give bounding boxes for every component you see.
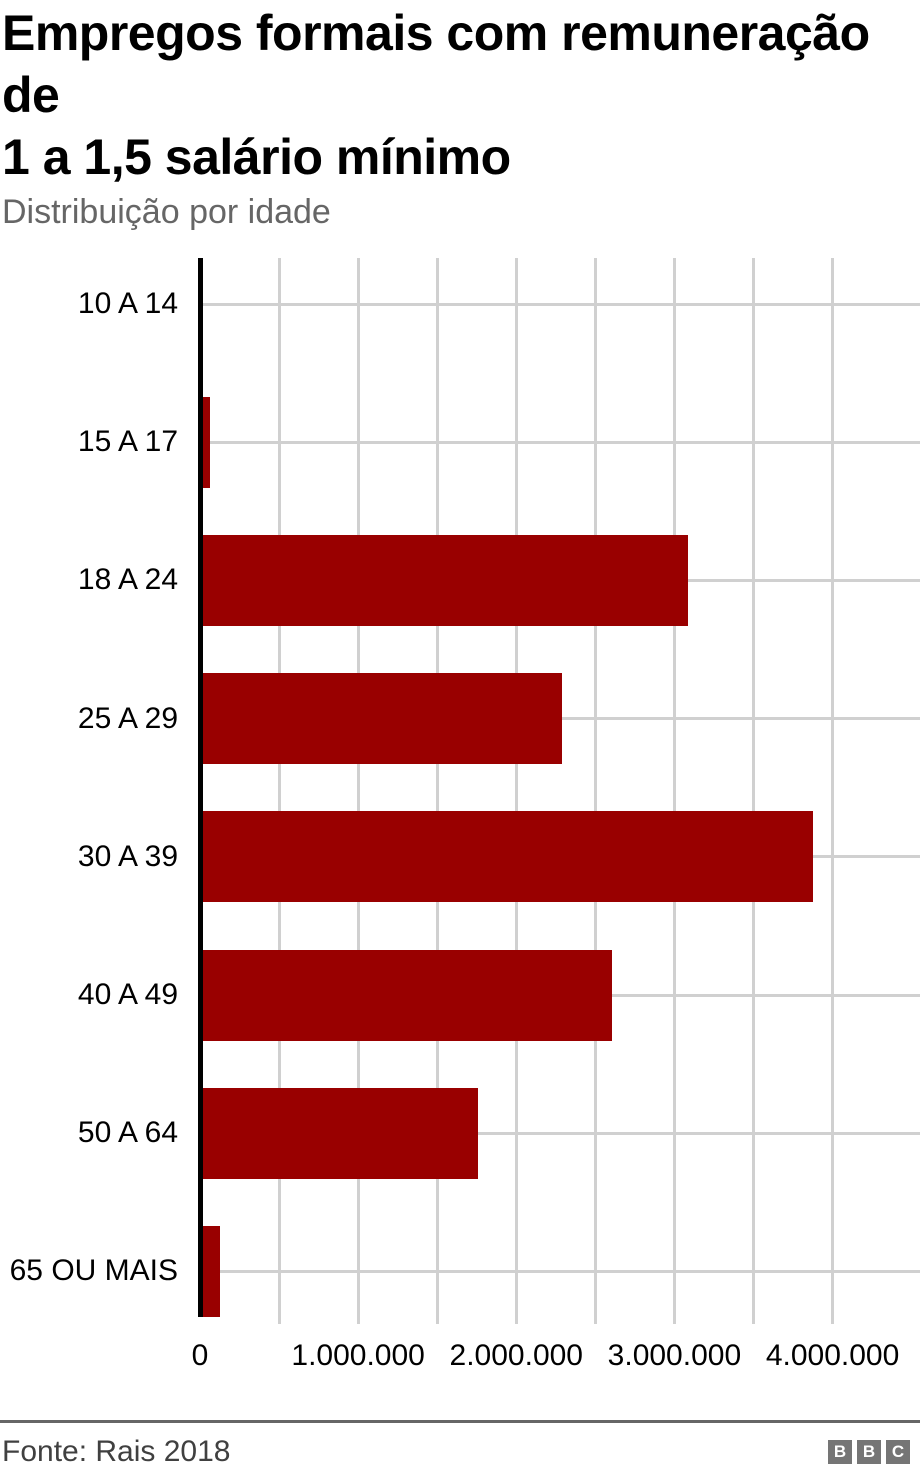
v-gridline	[514, 258, 518, 1324]
y-axis-line	[198, 258, 203, 1317]
category-label: 65 OU MAIS	[9, 1254, 178, 1288]
bar	[202, 673, 562, 765]
h-gridline	[200, 1131, 920, 1135]
logo-letter-box: C	[886, 1440, 910, 1464]
bar	[202, 949, 613, 1041]
bar	[202, 1087, 478, 1179]
x-tick-label: 0	[191, 1339, 209, 1372]
chart-title-line-2: 1 a 1,5 salário mínimo	[2, 129, 511, 185]
category-label: 18 A 24	[77, 563, 178, 597]
h-gridline	[200, 302, 920, 306]
chart-title: Empregos formais com remuneração de 1 a 1…	[2, 2, 920, 188]
chart-title-line-1: Empregos formais com remuneração de	[2, 5, 870, 123]
h-gridline	[200, 1269, 920, 1273]
x-tick-label: 1.000.000	[291, 1339, 425, 1372]
category-label: 25 A 29	[77, 701, 178, 735]
category-label: 10 A 14	[77, 287, 178, 320]
chart-subtitle: Distribuição por idade	[2, 193, 331, 231]
logo-letter-box: B	[857, 1440, 881, 1464]
footer: Fonte: Rais 2018 B B C	[0, 1420, 920, 1469]
bar-chart: 10 A 14 15 A 17 18 A 24 25 A 29 30 A 39 40 A …	[0, 258, 920, 1375]
v-gridline	[277, 258, 281, 1324]
v-gridline	[831, 258, 835, 1324]
x-tick-label: 4.000.000	[765, 1339, 900, 1372]
v-gridline	[356, 258, 360, 1324]
v-gridline	[435, 258, 439, 1324]
v-gridline	[593, 258, 597, 1324]
v-gridline	[672, 258, 676, 1324]
x-tick-label: 3.000.000	[607, 1339, 742, 1372]
x-tick-label: 2.000.000	[449, 1339, 583, 1372]
bbc-logo: B B C	[828, 1440, 910, 1464]
category-label: 50 A 64	[77, 1116, 178, 1150]
h-gridline	[200, 440, 920, 444]
bar	[202, 811, 813, 903]
category-label: 30 A 39	[77, 839, 178, 873]
bar	[202, 534, 689, 626]
logo-letter-box: B	[828, 1440, 852, 1464]
plot-area	[198, 258, 920, 1324]
bar	[202, 396, 211, 488]
category-label: 15 A 17	[77, 425, 178, 459]
category-label: 40 A 49	[77, 978, 178, 1011]
v-gridline	[751, 258, 755, 1324]
source-note: Fonte: Rais 2018	[2, 1435, 231, 1468]
bar	[202, 1225, 220, 1317]
